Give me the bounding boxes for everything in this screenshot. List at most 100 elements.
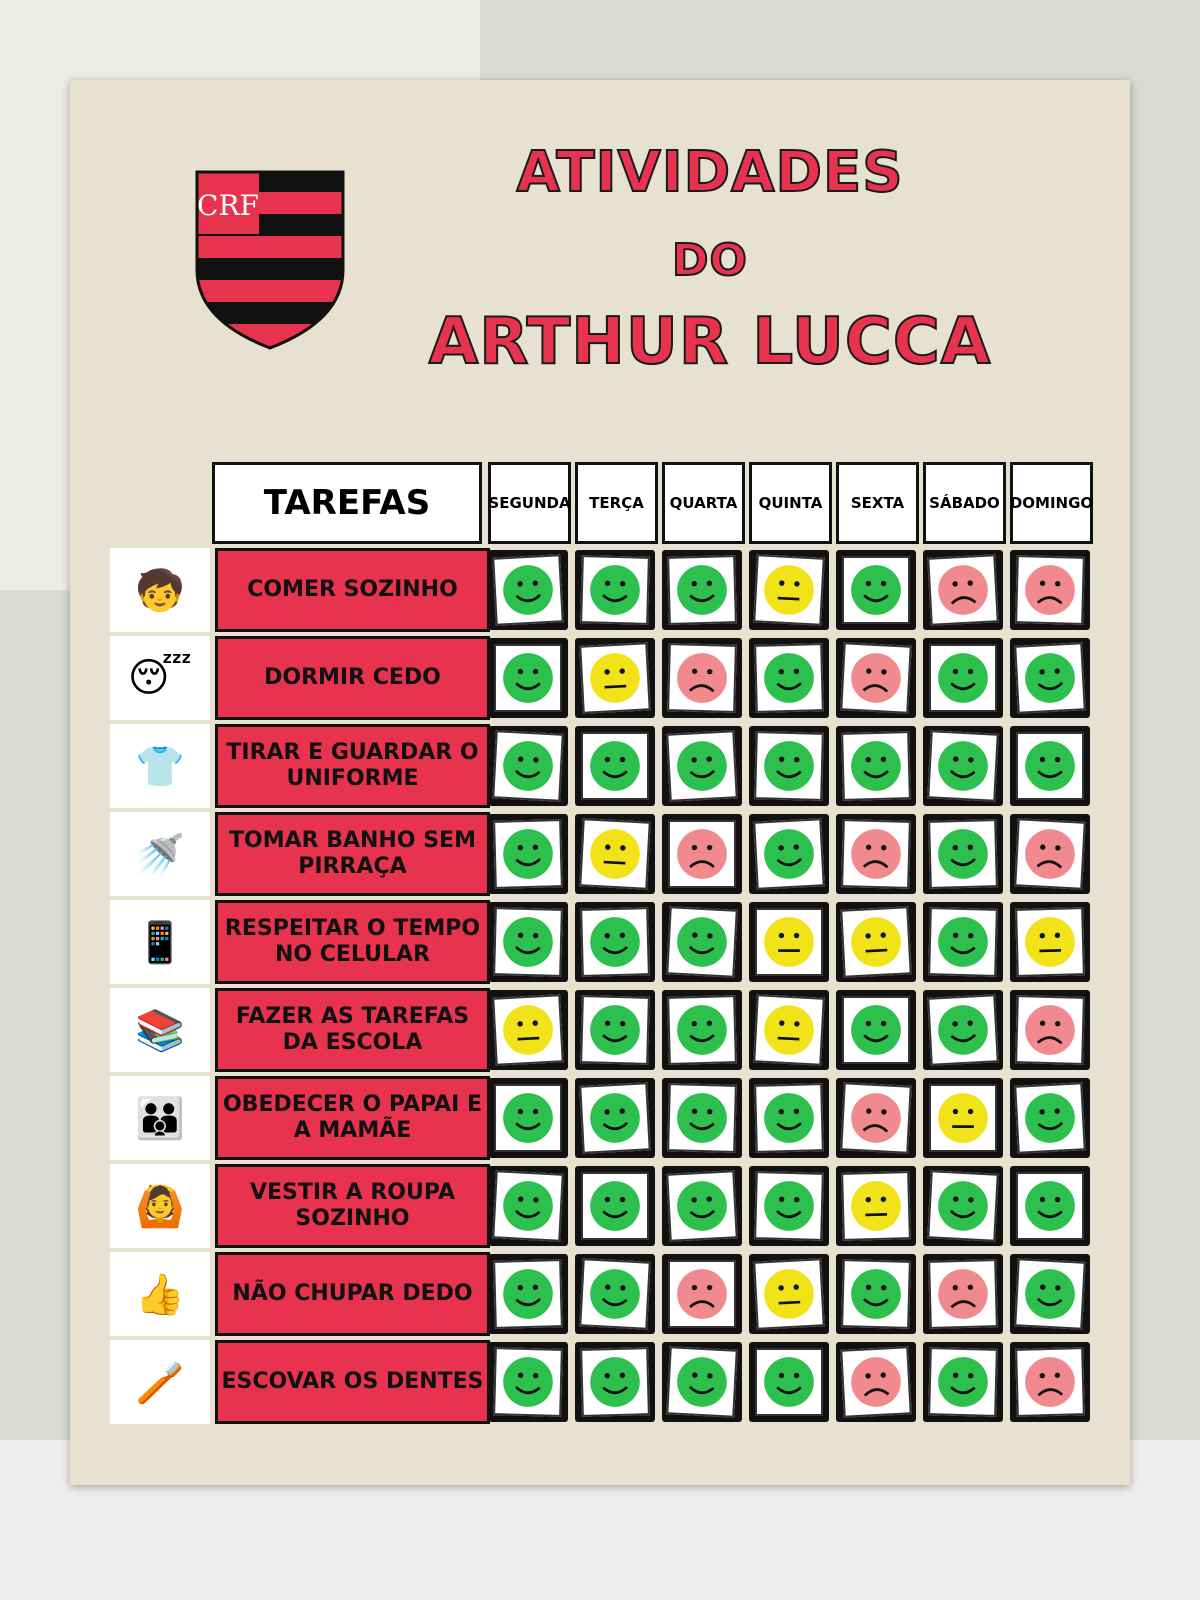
happy-face-icon [503,653,553,703]
rating-card[interactable] [1015,907,1085,977]
rating-card[interactable] [840,906,912,978]
rating-card[interactable] [492,730,564,802]
rating-card[interactable] [754,731,824,801]
rating-card[interactable] [842,996,910,1064]
rating-card[interactable] [1016,732,1084,800]
rating-card[interactable] [666,1170,738,1242]
rating-card[interactable] [1014,818,1086,890]
rating-slot [923,990,1003,1070]
happy-face-icon [677,1181,727,1231]
sad-face-icon [1025,1005,1075,1055]
rating-card[interactable] [927,730,999,802]
rating-card[interactable] [579,1258,651,1330]
rating-card[interactable] [1014,1258,1086,1330]
rating-card[interactable] [668,820,736,888]
rating-card[interactable] [1014,642,1086,714]
rating-slot [662,726,742,806]
rating-card[interactable] [927,554,999,626]
rating-card[interactable] [840,1082,912,1154]
rating-card[interactable] [494,1084,562,1152]
rating-card[interactable] [493,819,563,889]
rating-card[interactable] [928,907,998,977]
rating-card[interactable] [928,1259,998,1329]
rating-card[interactable] [1015,1347,1085,1417]
rating-card[interactable] [755,1348,823,1416]
rating-card[interactable] [928,819,998,889]
rating-card[interactable] [666,1346,738,1418]
rating-slot [836,1254,916,1334]
rating-card[interactable] [754,1083,824,1153]
rating-card[interactable] [667,643,737,713]
rating-card[interactable] [927,1170,999,1242]
rating-card[interactable] [755,908,823,976]
rating-card[interactable] [579,1082,651,1154]
rating-card[interactable] [667,1083,737,1153]
happy-face-icon [677,741,727,791]
rating-card[interactable] [841,731,911,801]
rating-card[interactable] [492,554,564,626]
rating-card[interactable] [754,643,824,713]
happy-face-icon [764,829,814,879]
rating-card[interactable] [580,907,650,977]
rating-card[interactable] [667,555,737,625]
day-header: TERÇA [575,462,658,544]
rating-card[interactable] [753,994,825,1066]
title-line-1: ATIVIDADES [515,139,904,206]
rating-card[interactable] [1015,555,1085,625]
rating-card[interactable] [492,1170,564,1242]
rating-card[interactable] [1014,1082,1086,1154]
rating-slot [749,1342,829,1422]
rating-card[interactable] [754,1171,824,1241]
child-sleeping-icon: 😴 [110,636,210,720]
rating-card[interactable] [927,994,999,1066]
rating-card[interactable] [580,555,650,625]
rating-card[interactable] [841,1259,911,1329]
rating-slot [836,726,916,806]
rating-card[interactable] [494,644,562,712]
rating-card[interactable] [667,995,737,1065]
rating-card[interactable] [1016,1172,1084,1240]
happy-face-icon [590,917,640,967]
rating-card[interactable] [666,906,738,978]
rating-slot [662,1078,742,1158]
happy-face-icon [1025,1093,1075,1143]
rating-card[interactable] [840,1346,912,1418]
happy-face-icon [503,1181,553,1231]
neutral-face-icon [851,1181,901,1231]
happy-face-icon [503,741,553,791]
rating-slot [488,638,568,718]
sad-face-icon [677,829,727,879]
rating-card[interactable] [753,554,825,626]
rating-card[interactable] [928,1347,998,1417]
rating-card[interactable] [929,644,997,712]
rating-card[interactable] [1015,995,1085,1065]
rating-card[interactable] [840,642,912,714]
rating-slot [575,726,655,806]
rating-card[interactable] [753,818,825,890]
rating-card[interactable] [841,1171,911,1241]
rating-card[interactable] [580,1347,650,1417]
rating-slot [749,990,829,1070]
rating-card[interactable] [842,556,910,624]
rating-card[interactable] [753,1258,825,1330]
rating-slot [1010,1254,1090,1334]
rating-card[interactable] [581,1172,649,1240]
rating-card[interactable] [580,995,650,1065]
child-phone-icon: 📱 [110,900,210,984]
rating-card[interactable] [841,819,911,889]
rating-card[interactable] [493,907,563,977]
rating-card[interactable] [666,730,738,802]
rating-card[interactable] [492,994,564,1066]
rating-card[interactable] [581,732,649,800]
rating-slot [662,638,742,718]
rating-card[interactable] [579,642,651,714]
rating-slot [662,902,742,982]
rating-card[interactable] [493,1347,563,1417]
task-label: NÃO CHUPAR DEDO [215,1252,490,1336]
rating-card[interactable] [493,1259,563,1329]
rating-card[interactable] [579,818,651,890]
family-hug-icon: 👪 [110,1076,210,1160]
rating-card[interactable] [668,1260,736,1328]
rating-slot [575,814,655,894]
rating-card[interactable] [929,1084,997,1152]
